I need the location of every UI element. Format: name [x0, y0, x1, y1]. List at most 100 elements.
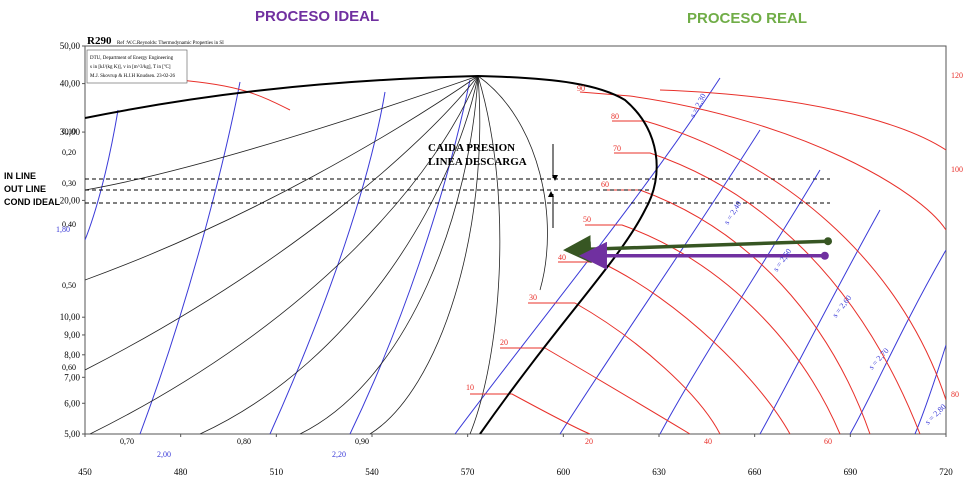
info-box: DTU, Department of Energy Engineering s …: [86, 49, 188, 84]
isotherm-label: 40: [704, 437, 712, 446]
isotherm-label: 20: [500, 338, 508, 347]
y-tick-label: 6,00: [64, 398, 80, 408]
isotherm-label: 50: [583, 215, 591, 224]
chart-subtitle: Ref :W.C.Reynolds: Thermodynamic Propert…: [117, 41, 224, 46]
isotherm-label: 20: [585, 437, 593, 446]
quality-label: 0,60: [62, 363, 76, 372]
entropy-line: [85, 109, 119, 241]
chart-title: R290: [87, 35, 112, 47]
info-line: M.J. Skovrup & H.J.H Knudsen. 23-02-26: [90, 74, 176, 79]
isotherm-line: [470, 393, 591, 434]
x-tick-label: 540: [365, 467, 379, 477]
info-line: DTU, Department of Energy Engineering: [90, 56, 174, 61]
y-axis-ticks-left: 50,00 40,00 30,00 20,00 10,00 9,00 8,00 7,00 6,0…: [60, 41, 85, 439]
y-tick-label: 5,00: [64, 429, 80, 439]
x-tick-label: 450: [78, 467, 92, 477]
entropy-line: [559, 129, 761, 434]
quality-line: [199, 75, 479, 434]
x-tick-label: 600: [557, 467, 571, 477]
process-start-point: [824, 237, 833, 246]
reference-lines: [85, 178, 830, 204]
quality-label: 0,40: [62, 220, 76, 229]
entropy-label: 1,80: [56, 225, 70, 234]
isotherm-label: 10: [466, 383, 474, 392]
quality-label: 0,20: [62, 148, 76, 157]
quality-line: [477, 75, 548, 291]
quality-label: 0,10: [62, 127, 76, 136]
isotherm-label: 40: [558, 253, 566, 262]
temp-right-label: 100: [951, 165, 963, 174]
quality-label: 0,70: [120, 437, 134, 446]
entropy-line: [849, 249, 946, 434]
quality-line: [85, 75, 479, 281]
x-tick-label: 720: [939, 467, 953, 477]
isotherm-line: [659, 89, 946, 151]
header-proceso-ideal: PROCESO IDEAL: [255, 8, 380, 25]
quality-label: 0,80: [237, 437, 251, 446]
y-tick-label: 9,00: [64, 330, 80, 340]
entropy-label: 2,20: [332, 450, 346, 459]
header-proceso-real: PROCESO REAL: [687, 10, 808, 27]
entropy-label: s = 2,30: [688, 92, 708, 119]
label-cond-ideal: COND IDEAL: [4, 197, 60, 207]
isotherm-line: [500, 347, 691, 434]
quality-label: 0,90: [355, 437, 369, 446]
isotherm-label: 60: [824, 437, 832, 446]
isotherm-line: [558, 261, 791, 434]
quality-line: [85, 75, 479, 191]
quality-line: [299, 75, 479, 434]
quality-label: 0,50: [62, 281, 76, 290]
y-tick-label: 7,00: [64, 372, 80, 382]
saturation-dome: [85, 74, 658, 434]
x-tick-label: 570: [461, 467, 475, 477]
isotherm-label: 90: [577, 84, 585, 93]
temp-right-label: 120: [951, 71, 963, 80]
quality-line: [369, 75, 481, 434]
isotherm-line: [604, 189, 871, 434]
entropy-label: s = 2,80: [923, 402, 948, 426]
isotherm-label: 70: [613, 144, 621, 153]
entropy-line: [139, 81, 241, 434]
y-tick-label: 10,00: [60, 312, 81, 322]
y-tick-label: 50,00: [60, 41, 81, 51]
entropy-label: s = 2,50: [771, 247, 793, 273]
x-tick-label: 690: [844, 467, 858, 477]
y-tick-label: 20,00: [60, 195, 81, 205]
label-out-line: OUT LINE: [4, 184, 46, 194]
x-tick-label: 510: [270, 467, 284, 477]
quality-labels: 0,10 0,20 0,30 0,40 0,50 0,60 0,70 0,80 …: [62, 127, 369, 446]
y-tick-label: 8,00: [64, 350, 80, 360]
quality-label: 0,30: [62, 179, 76, 188]
process-start-point: [820, 251, 829, 260]
entropy-label: 2,00: [157, 450, 171, 459]
y-tick-label: 40,00: [60, 79, 81, 89]
isotherm-line: [177, 79, 291, 111]
isotherm-line: [528, 302, 721, 434]
info-line: s in [kJ/(kg K)], v in [m^3/kg], T in [º…: [90, 64, 171, 70]
isotherm-line: [585, 224, 841, 434]
quality-line: [85, 75, 479, 371]
annotation-line1: CAIDA PRESION: [428, 142, 515, 154]
x-axis-ticks: 450 480 510 540 570 600 630 660 690 720: [78, 434, 953, 477]
x-tick-label: 630: [652, 467, 666, 477]
entropy-line: [759, 209, 881, 434]
isotherm-label: 60: [601, 180, 609, 189]
x-tick-label: 480: [174, 467, 188, 477]
quality-line: [469, 75, 501, 434]
quality-line: [89, 75, 479, 434]
isotherm-line: [614, 152, 921, 434]
isotherm-label: 80: [611, 112, 619, 121]
y-tick-label: 30,00: [60, 127, 81, 137]
entropy-label: s = 2,40: [722, 200, 743, 227]
process-series: [563, 235, 833, 270]
process-line: [563, 235, 829, 264]
entropy-line: [914, 344, 946, 434]
annotation-line2: LINEA DESCARGA: [428, 156, 527, 168]
entropy-label: s = 2,60: [830, 293, 853, 319]
temp-right-label: 80: [951, 390, 959, 399]
label-in-line: IN LINE: [4, 171, 37, 181]
entropy-line: [269, 91, 386, 434]
isotherm-label: 30: [529, 293, 537, 302]
entropy-line: [349, 79, 471, 434]
